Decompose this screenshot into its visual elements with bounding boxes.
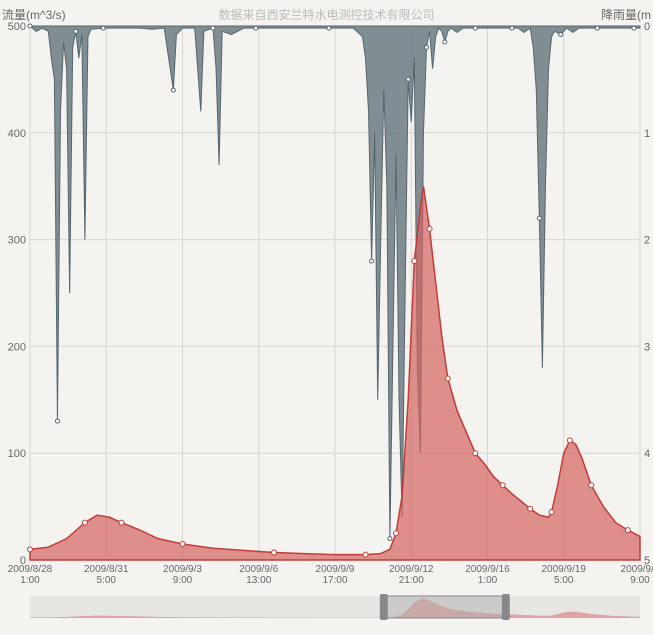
rain-marker [388,537,392,541]
flow-marker [445,376,450,381]
ytick-left: 300 [8,235,26,247]
rain-marker [254,26,258,30]
flow-marker [625,528,630,533]
flow-marker [82,520,87,525]
rain-marker [595,26,599,30]
chart-canvas: 01002003004005000123452009/8/281:002009/… [0,0,653,635]
rain-marker [443,40,447,44]
rain-marker [510,26,514,30]
flow-marker [500,483,505,488]
xtick: 2009/9/917:00 [316,564,355,586]
ytick-right: 2 [644,235,650,247]
ytick-right: 4 [644,448,650,460]
xtick: 2009/8/315:00 [84,564,129,586]
flow-marker [394,531,399,536]
rain-marker [101,26,105,30]
ytick-right: 1 [644,128,650,140]
ytick-left: 100 [8,448,26,460]
rain-marker [370,259,374,263]
flow-marker [549,509,554,514]
flow-marker [412,258,417,263]
flow-marker [473,451,478,456]
datazoom-selection[interactable] [384,596,506,618]
rain-marker [327,26,331,30]
rain-marker [425,45,429,49]
hydrology-chart: 流量(m^3/s) 降雨量(m 数据来自西安兰特水电测控技术有限公司 01002… [0,0,653,635]
flow-marker [272,550,277,555]
rain-marker [537,216,541,220]
xtick: 2009/9/195:00 [542,564,587,586]
rain-marker [74,29,78,33]
xtick: 2009/9/1221:00 [389,564,434,586]
datazoom-handle-right[interactable] [502,594,510,620]
ytick-left: 400 [8,128,26,140]
datazoom-handle-left[interactable] [380,594,388,620]
rain-marker [211,26,215,30]
flow-marker [119,520,124,525]
rain-marker [473,26,477,30]
flow-marker [28,547,33,552]
ytick-right: 3 [644,341,650,353]
rain-marker [171,88,175,92]
flow-marker [567,438,572,443]
rain-marker [28,24,32,28]
rain-marker [559,33,563,37]
xtick: 2009/9/161:00 [465,564,510,586]
xtick: 2009/9/39:00 [163,564,202,586]
xtick: 2009/9/613:00 [239,564,278,586]
flow-marker [363,552,368,557]
xtick: 2009/8/281:00 [8,564,53,586]
rain-marker [406,77,410,81]
flow-marker [528,506,533,511]
flow-marker [427,226,432,231]
flow-marker [589,483,594,488]
datazoom-track[interactable] [30,596,640,618]
chart-subtitle: 数据来自西安兰特水电测控技术有限公司 [0,6,653,23]
xtick: 2009/9/29:00 [621,564,653,586]
rain-marker [55,419,59,423]
ytick-left: 200 [8,341,26,353]
flow-marker [180,541,185,546]
rain-marker [632,26,636,30]
